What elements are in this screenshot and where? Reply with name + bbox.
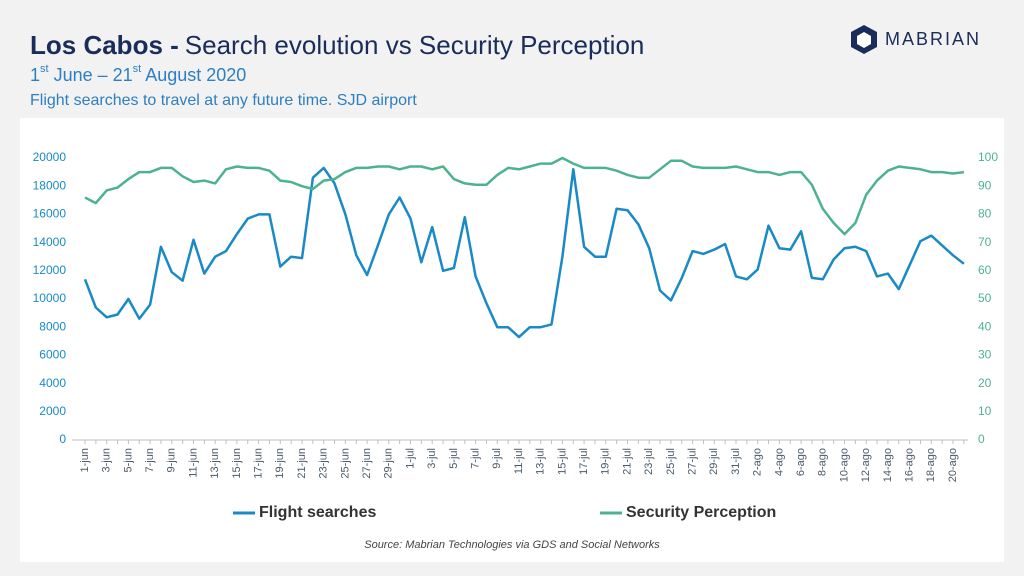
x-tick-label: 9-jun bbox=[166, 448, 178, 472]
x-tick-label: 19-jun bbox=[274, 448, 286, 479]
x-tick-label: 25-jul bbox=[665, 448, 677, 475]
x-tick-label: 23-jul bbox=[643, 448, 655, 475]
x-tick-label: 20-ago bbox=[947, 448, 959, 482]
x-tick-label: 16-ago bbox=[904, 448, 916, 482]
x-tick-label: 2-ago bbox=[752, 448, 764, 476]
x-tick-label: 23-jun bbox=[318, 448, 330, 479]
y2-tick-label: 0 bbox=[978, 432, 985, 446]
x-tick-label: 6-ago bbox=[795, 448, 807, 476]
y-tick-label: 20000 bbox=[33, 150, 67, 164]
y2-tick-label: 50 bbox=[978, 291, 992, 305]
y-tick-label: 16000 bbox=[33, 207, 67, 221]
x-tick-label: 21-jun bbox=[296, 448, 308, 479]
brand: MABRIAN bbox=[885, 29, 981, 49]
x-tick-label: 12-ago bbox=[860, 448, 872, 482]
x-tick-label: 11-jun bbox=[187, 448, 199, 478]
x-tick-label: 18-ago bbox=[925, 448, 937, 482]
y2-tick-label: 80 bbox=[978, 207, 992, 221]
x-tick-label: 15-jun bbox=[231, 448, 243, 479]
y2-tick-label: 40 bbox=[978, 319, 992, 333]
x-tick-label: 9-jul bbox=[491, 448, 503, 469]
x-tick-label: 31-jul bbox=[730, 448, 742, 475]
x-tick-label: 3-jul bbox=[426, 448, 438, 469]
x-tick-label: 29-jun bbox=[383, 448, 395, 479]
x-tick-label: 17-jul bbox=[578, 448, 590, 475]
y2-tick-label: 60 bbox=[978, 263, 992, 277]
subtitle: 1st June – 21st August 2020 bbox=[30, 63, 246, 85]
y2-tick-label: 100 bbox=[978, 150, 998, 164]
legend-label: Security Perception bbox=[626, 504, 776, 521]
y2-tick-label: 70 bbox=[978, 235, 992, 249]
series-line bbox=[83, 166, 965, 339]
y-tick-label: 14000 bbox=[33, 235, 67, 249]
logo-mark-inner bbox=[857, 32, 871, 48]
chart-title: Los Cabos - Search evolution vs Security … bbox=[30, 30, 644, 60]
x-tick-label: 1-jun bbox=[79, 448, 91, 472]
y-tick-label: 12000 bbox=[33, 263, 67, 277]
y2-tick-label: 20 bbox=[978, 376, 992, 390]
x-tick-label: 29-jul bbox=[708, 448, 720, 475]
y2-tick-label: 90 bbox=[978, 178, 992, 192]
logo: MABRIAN bbox=[851, 25, 981, 54]
x-tick-label: 5-jun bbox=[122, 448, 134, 472]
x-tick-label: 13-jun bbox=[209, 448, 221, 479]
x-tick-label: 10-ago bbox=[838, 448, 850, 482]
y-tick-label: 0 bbox=[59, 432, 66, 446]
legend-item: Security Perception bbox=[600, 504, 776, 521]
y-tick-label: 4000 bbox=[39, 376, 66, 390]
x-tick-label: 27-jun bbox=[361, 448, 373, 479]
x-tick-label: 1-jul bbox=[404, 448, 416, 469]
y-tick-label: 18000 bbox=[33, 178, 67, 192]
y-tick-label: 6000 bbox=[39, 348, 66, 362]
title-main: Search evolution vs Security Perception bbox=[185, 30, 645, 60]
series-line bbox=[84, 156, 965, 236]
y-tick-label: 10000 bbox=[33, 291, 67, 305]
x-tick-label: 13-jul bbox=[535, 448, 547, 475]
x-tick-label: 14-ago bbox=[882, 448, 894, 482]
description: Flight searches to travel at any future … bbox=[30, 92, 417, 109]
x-tick-label: 25-jun bbox=[339, 448, 351, 479]
x-tick-label: 19-jul bbox=[600, 448, 612, 475]
x-tick-label: 3-jun bbox=[101, 448, 113, 472]
x-tick-label: 7-jul bbox=[470, 448, 482, 469]
legend-label: Flight searches bbox=[259, 504, 376, 521]
x-tick-label: 4-ago bbox=[773, 448, 785, 476]
x-tick-label: 5-jul bbox=[448, 448, 460, 469]
x-tick-label: 17-jun bbox=[253, 448, 265, 479]
y2-tick-label: 10 bbox=[978, 404, 992, 418]
y2-tick-label: 30 bbox=[978, 348, 992, 362]
x-tick-label: 11-jul bbox=[513, 448, 525, 474]
chart-panel bbox=[20, 118, 1004, 562]
y-tick-label: 8000 bbox=[39, 319, 66, 333]
title-place: Los Cabos - bbox=[30, 30, 179, 60]
source: Source: Mabrian Technologies via GDS and… bbox=[364, 539, 660, 551]
x-tick-label: 27-jul bbox=[687, 448, 699, 475]
legend-item: Flight searches bbox=[233, 504, 376, 521]
x-tick-label: 8-ago bbox=[817, 448, 829, 476]
x-tick-label: 21-jul bbox=[621, 448, 633, 475]
x-tick-label: 7-jun bbox=[144, 448, 156, 472]
x-tick-label: 15-jul bbox=[556, 448, 568, 475]
y-tick-label: 2000 bbox=[39, 404, 66, 418]
